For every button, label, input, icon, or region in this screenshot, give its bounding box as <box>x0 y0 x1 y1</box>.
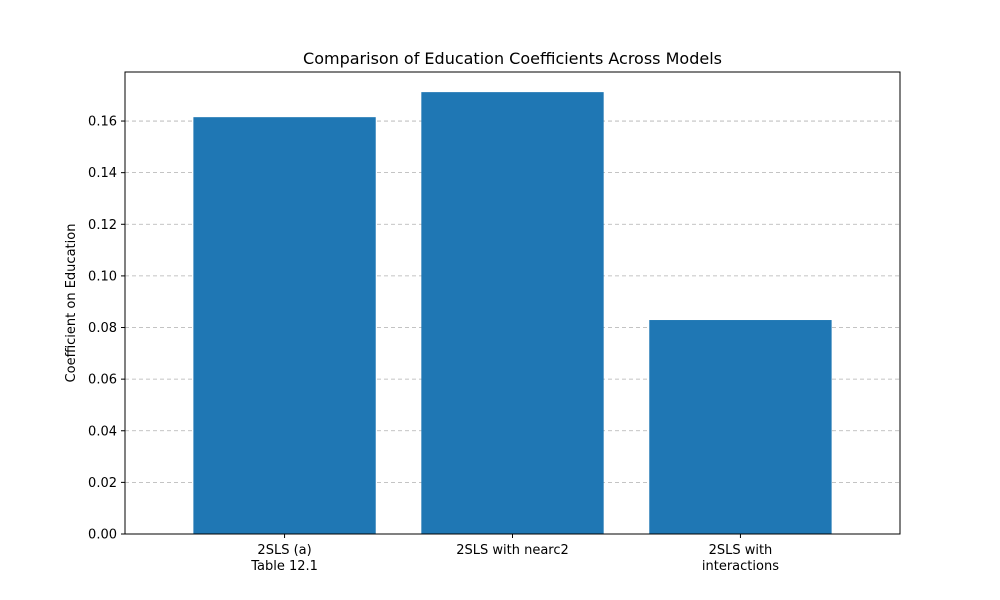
y-tick-label: 0.04 <box>88 424 117 439</box>
y-tick-label: 0.00 <box>88 528 117 543</box>
bar <box>421 92 604 535</box>
y-axis-label: Coefficient on Education <box>64 224 79 383</box>
y-tick-label: 0.12 <box>88 218 117 233</box>
x-axis-ticks: 2SLS (a) Table 12.1 2SLS with nearc2 2SLS w… <box>250 534 779 574</box>
x-tick-label: 2SLS (a) Table 12.1 <box>250 543 318 574</box>
y-axis-ticks: 0.00 0.02 0.04 0.06 0.08 0.10 0.12 0.14 0.16 <box>88 115 125 543</box>
bars <box>193 92 832 535</box>
chart-title: Comparison of Education Coefficients Acr… <box>303 49 722 68</box>
y-tick-label: 0.08 <box>88 321 117 336</box>
x-tick-label-line: Table 12.1 <box>250 559 318 574</box>
y-tick-label: 0.16 <box>88 115 117 130</box>
x-tick-label-line: 2SLS with nearc2 <box>456 543 569 558</box>
bar <box>649 320 832 534</box>
y-tick-label: 0.06 <box>88 373 117 388</box>
y-tick-label: 0.02 <box>88 476 117 491</box>
x-tick-label-line: 2SLS with <box>709 543 773 558</box>
x-tick-label-line: 2SLS (a) <box>257 543 311 558</box>
x-tick-label: 2SLS with nearc2 <box>456 543 569 558</box>
bar <box>193 117 376 534</box>
y-tick-label: 0.14 <box>88 166 117 181</box>
x-tick-label-line: interactions <box>702 559 779 574</box>
y-tick-label: 0.10 <box>88 269 117 284</box>
x-tick-label: 2SLS with interactions <box>702 543 779 574</box>
